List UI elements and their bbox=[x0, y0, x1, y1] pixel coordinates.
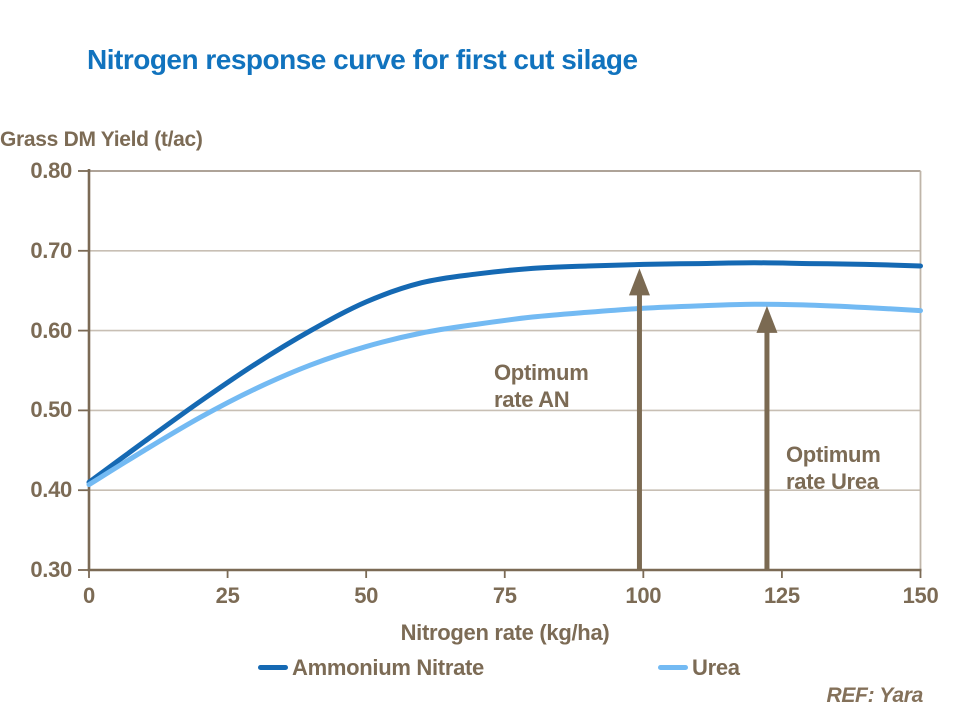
y-axis-title: Grass DM Yield (t/ac) bbox=[0, 128, 203, 151]
y-tick-label: 0.60 bbox=[30, 317, 72, 343]
y-tick-label: 0.30 bbox=[30, 557, 72, 582]
reference-note: REF: Yara bbox=[826, 684, 923, 707]
annotation-optimum-rate-urea-line1: Optimum bbox=[786, 442, 881, 467]
legend-swatch-ammonium-nitrate bbox=[258, 665, 288, 670]
optimum-arrow-head bbox=[756, 305, 778, 333]
legend: Ammonium Nitrate Urea bbox=[0, 653, 960, 683]
series-line-urea bbox=[86, 301, 923, 488]
x-tick-label: 50 bbox=[354, 583, 379, 608]
y-tick-label: 0.70 bbox=[30, 237, 72, 263]
annotation-optimum-rate-an: Optimum rate AN bbox=[494, 359, 589, 413]
annotation-optimum-rate-urea-line2: rate Urea bbox=[786, 469, 879, 494]
legend-label-urea: Urea bbox=[692, 655, 740, 680]
x-tick-label: 100 bbox=[625, 583, 662, 608]
series-line-ammonium-nitrate bbox=[86, 260, 923, 485]
y-tick-label: 0.40 bbox=[30, 477, 72, 503]
annotation-optimum-rate-an-line1: Optimum bbox=[494, 360, 589, 385]
x-tick-label: 75 bbox=[492, 583, 517, 608]
annotation-optimum-rate-urea: Optimum rate Urea bbox=[786, 441, 881, 495]
y-tick-label: 0.50 bbox=[30, 397, 72, 423]
x-tick-label: 0 bbox=[83, 583, 95, 608]
annotation-optimum-rate-an-line2: rate AN bbox=[494, 387, 570, 412]
optimum-arrow-head bbox=[628, 268, 650, 296]
x-tick-label: 25 bbox=[215, 583, 240, 608]
legend-label-ammonium-nitrate: Ammonium Nitrate bbox=[292, 655, 484, 680]
y-tick-label: 0.80 bbox=[30, 158, 72, 183]
x-axis-title: Nitrogen rate (kg/ha) bbox=[400, 620, 610, 645]
legend-swatch-urea bbox=[658, 665, 688, 670]
x-tick-label: 125 bbox=[764, 583, 800, 608]
x-tick-label: 150 bbox=[902, 583, 939, 608]
chart-title: Nitrogen response curve for first cut si… bbox=[87, 44, 638, 75]
